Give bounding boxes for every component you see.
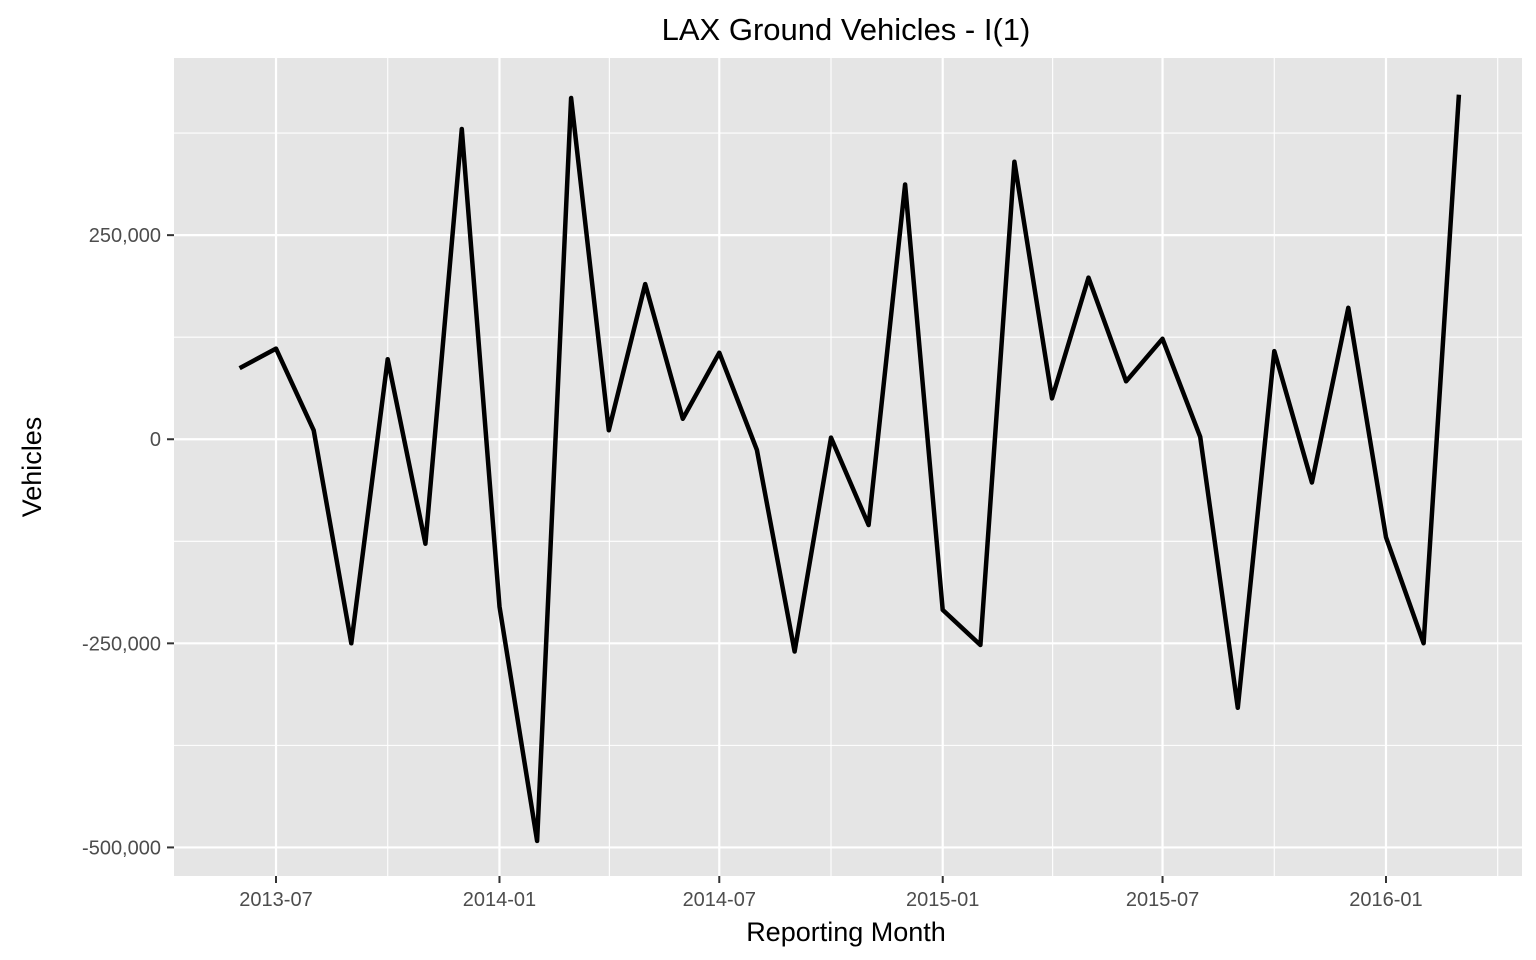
plot-panel (174, 58, 1522, 876)
x-axis-title: Reporting Month (746, 917, 946, 947)
y-axis: 250,000 0 -250,000 -500,000 (82, 225, 174, 859)
x-tick-label: 2013-07 (239, 889, 312, 911)
chart-title: LAX Ground Vehicles - I(1) (662, 12, 1031, 47)
y-tick-label: -500,000 (82, 837, 161, 859)
x-tick-label: 2014-07 (683, 889, 756, 911)
major-gridlines (174, 58, 1522, 876)
y-tick-label: -250,000 (82, 633, 161, 655)
y-tick-label: 0 (150, 429, 161, 451)
x-tick-label: 2014-01 (463, 889, 536, 911)
x-tick-label: 2015-01 (906, 889, 979, 911)
minor-gridlines (174, 58, 1522, 876)
series-line (238, 94, 1462, 844)
x-tick-label: 2015-07 (1126, 889, 1199, 911)
y-axis-title: Vehicles (17, 417, 47, 518)
y-tick-label: 250,000 (89, 225, 161, 247)
x-tick-label: 2016-01 (1349, 889, 1422, 911)
x-axis: 2013-07 2014-01 2014-07 2015-01 2015-07 2016-… (239, 876, 1423, 911)
